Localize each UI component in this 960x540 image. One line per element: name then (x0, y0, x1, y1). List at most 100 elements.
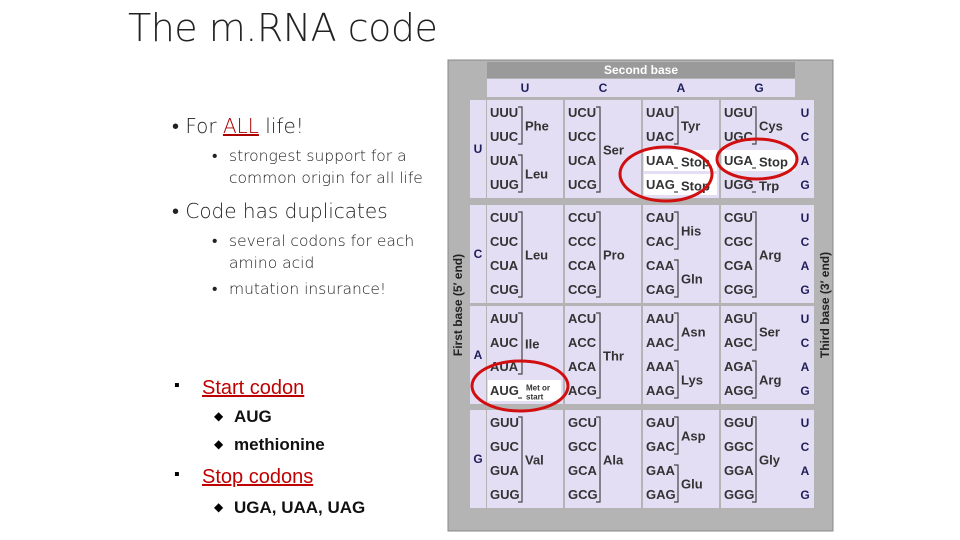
table-cell (643, 410, 719, 508)
bullet: • Code has duplicates (172, 199, 388, 223)
first-base: U (474, 142, 483, 156)
amino-acid: Arg (759, 248, 781, 263)
bracket (596, 106, 601, 193)
sub-bullet: • strongest support for a common origin f… (212, 145, 442, 189)
codon: CAA (646, 258, 675, 273)
bracket (674, 106, 679, 145)
codon: UUU (490, 105, 518, 120)
first-base: G (473, 452, 482, 466)
bracket (674, 312, 679, 351)
amino-acid: Val (525, 453, 544, 468)
text: For (185, 114, 223, 138)
table-cell (721, 410, 797, 508)
amino-acid: Asp (681, 429, 706, 444)
amino-acid: Pro (603, 248, 625, 263)
codon: GGA (724, 463, 754, 478)
codon: AUU (490, 311, 518, 326)
bracket (674, 259, 679, 298)
codon: CGU (724, 210, 753, 225)
amino-acid: Cys (759, 119, 783, 134)
codon: AAU (646, 311, 674, 326)
first-base-cell (470, 410, 486, 508)
highlight-cell (722, 150, 795, 171)
third-base: U (801, 211, 810, 225)
codon: CUU (490, 210, 518, 225)
table-cell (565, 306, 641, 404)
table-cell (643, 205, 719, 303)
highlight-cell (488, 380, 561, 401)
bracket (674, 360, 679, 399)
table-cell (565, 205, 641, 303)
codon: GUU (490, 415, 519, 430)
codon: AGG (724, 383, 754, 398)
emphasis: ALL (222, 114, 259, 138)
header-title: Second base (604, 63, 678, 77)
table-cell (643, 306, 719, 404)
bracket (752, 106, 757, 145)
point: Stop codons (202, 466, 314, 488)
second-base: U (521, 81, 530, 95)
codon: GUC (490, 439, 520, 454)
header-band (487, 62, 795, 78)
third-base: A (801, 154, 810, 168)
bracket (518, 416, 523, 503)
sub-bullet: • several codons for each amino acid (212, 230, 432, 274)
amino-acid: Leu (525, 248, 548, 263)
bullet-marker: ▪ (174, 466, 180, 483)
bracket (596, 211, 601, 298)
first-base-cell (470, 100, 486, 198)
second-base: G (754, 81, 763, 95)
table-cell (487, 410, 563, 508)
amino-acid: start (526, 393, 544, 402)
third-base-cell (796, 100, 814, 198)
table-cell (721, 100, 797, 198)
bullet-marker: ◆ (214, 500, 224, 514)
table-cell (721, 306, 797, 404)
codon: AGA (724, 359, 754, 374)
amino-acid: Met or (526, 384, 550, 393)
codon: UGU (724, 105, 753, 120)
bracket (674, 211, 679, 250)
table-cell (721, 205, 797, 303)
codon: UCG (568, 177, 597, 192)
sub-point: methionine (234, 435, 325, 454)
amino-acid: His (681, 224, 701, 239)
codon: UAG (646, 177, 675, 192)
second-base: A (677, 81, 686, 95)
codon: UGG (724, 177, 754, 192)
amino-acid: Arg (759, 373, 781, 388)
third-base: U (801, 416, 810, 430)
codon: GCU (568, 415, 597, 430)
bracket (752, 416, 757, 503)
column-header-bg (487, 79, 795, 97)
codon: GAU (646, 415, 675, 430)
codon: AAC (646, 335, 675, 350)
codon: GAA (646, 463, 676, 478)
third-base: C (801, 440, 810, 454)
amino-acid: Phe (525, 119, 549, 134)
codon: GUG (490, 487, 520, 502)
bracket (752, 211, 757, 298)
codon: CAU (646, 210, 674, 225)
slide-title: The m.RNA code (128, 6, 438, 50)
text: Code has duplicates (185, 199, 388, 223)
codon: ACC (568, 335, 597, 350)
codon: AAG (646, 383, 675, 398)
third-base: C (801, 235, 810, 249)
codon: GCA (568, 463, 598, 478)
bracket (518, 312, 523, 375)
codon: UCC (568, 129, 597, 144)
third-base-cell (796, 306, 814, 404)
bullet-marker: ◆ (214, 437, 224, 451)
first-base-cell (470, 205, 486, 303)
bullet: • For ALL life! (172, 114, 304, 138)
point: Start codon (202, 377, 305, 399)
codon: GGC (724, 439, 754, 454)
amino-acid: Asn (681, 325, 706, 340)
bracket (674, 416, 679, 455)
codon: CGG (724, 282, 754, 297)
amino-acid: Thr (603, 349, 624, 364)
third-base-label: Third base (3′ end) (818, 252, 832, 358)
highlight-circle (470, 359, 570, 413)
